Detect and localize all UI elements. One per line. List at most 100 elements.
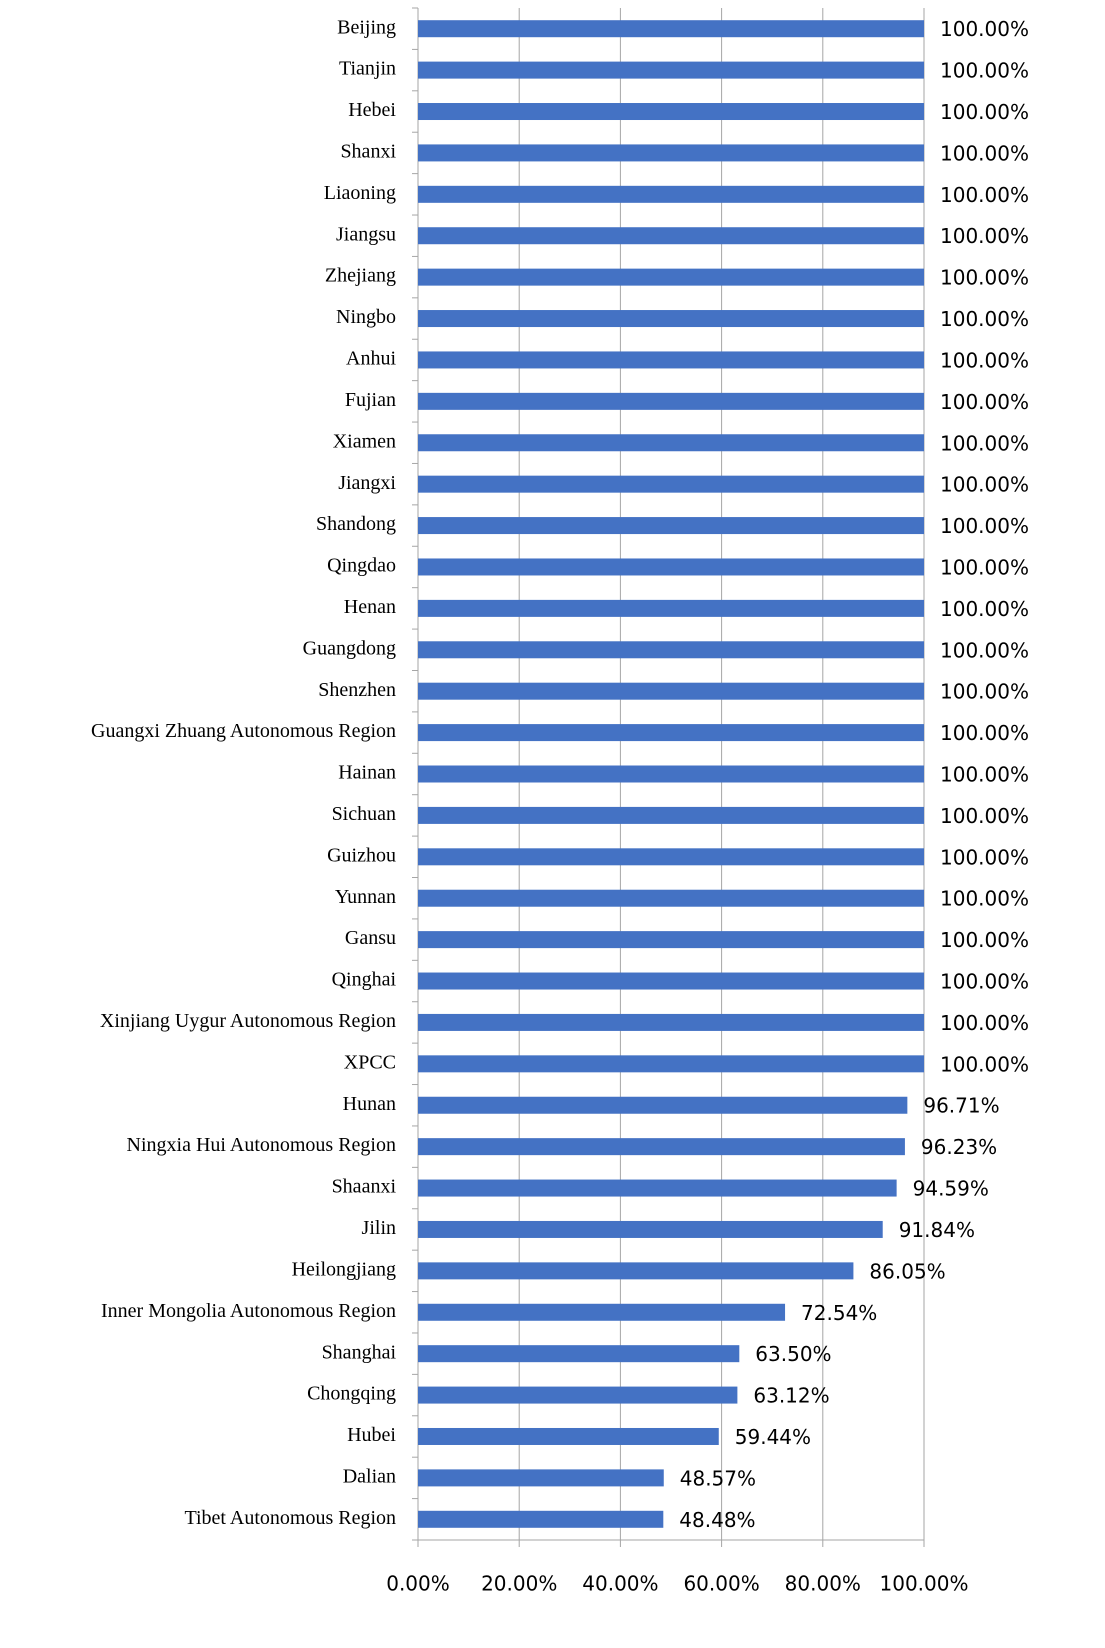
value-label: 100.00% xyxy=(940,845,1029,869)
value-label: 100.00% xyxy=(940,183,1029,207)
bar xyxy=(418,889,924,907)
y-tick-label: Fujian xyxy=(345,389,396,411)
value-label: 100.00% xyxy=(940,59,1029,83)
y-tick-label: Shandong xyxy=(316,513,396,535)
bar xyxy=(418,20,924,38)
y-tick-label: Hubei xyxy=(347,1424,396,1446)
value-label: 100.00% xyxy=(940,680,1029,704)
y-tick-label: Hebei xyxy=(348,99,396,121)
bar xyxy=(418,185,924,203)
bar xyxy=(418,972,924,990)
bar xyxy=(418,1469,664,1487)
y-tick-label: Xiamen xyxy=(333,430,396,452)
y-tick-label: Hunan xyxy=(343,1093,396,1115)
y-tick-label: Qinghai xyxy=(332,969,397,991)
value-label: 100.00% xyxy=(940,763,1029,787)
y-tick-label: Tibet Autonomous Region xyxy=(184,1507,396,1529)
value-label: 100.00% xyxy=(940,224,1029,248)
value-label: 100.00% xyxy=(940,970,1029,994)
y-tick-label: Tianjin xyxy=(339,58,396,80)
y-tick-label: Shanxi xyxy=(340,141,396,163)
bar xyxy=(418,1345,740,1363)
bar xyxy=(418,310,924,328)
bar xyxy=(418,1262,854,1280)
bar xyxy=(418,268,924,286)
y-tick-label: Shanghai xyxy=(322,1341,397,1363)
y-tick-label: Sichuan xyxy=(332,803,396,825)
value-label: 100.00% xyxy=(940,266,1029,290)
value-label: 100.00% xyxy=(940,887,1029,911)
y-tick-label: Jiangsu xyxy=(336,223,396,245)
value-label: 100.00% xyxy=(940,928,1029,952)
y-tick-label: Yunnan xyxy=(335,886,396,908)
bar xyxy=(418,1013,924,1031)
y-tick-label: Anhui xyxy=(346,348,396,370)
value-label: 100.00% xyxy=(940,100,1029,124)
y-tick-label: Inner Mongolia Autonomous Region xyxy=(101,1300,396,1322)
bar xyxy=(418,765,924,783)
x-tick-label: 0.00% xyxy=(386,1572,450,1596)
value-label: 59.44% xyxy=(735,1425,811,1449)
y-tick-label: Henan xyxy=(344,596,396,618)
y-tick-label: Hainan xyxy=(338,762,396,784)
y-tick-label: Liaoning xyxy=(324,182,396,204)
value-label: 48.57% xyxy=(680,1466,756,1490)
x-tick-label: 80.00% xyxy=(785,1572,861,1596)
y-tick-label: Dalian xyxy=(343,1465,396,1487)
y-tick-label: Ningbo xyxy=(336,306,396,328)
y-tick-label: Zhejiang xyxy=(325,265,396,287)
bar xyxy=(418,1303,786,1321)
value-label: 91.84% xyxy=(899,1218,975,1242)
bar xyxy=(418,682,924,700)
value-label: 100.00% xyxy=(940,1052,1029,1076)
bar xyxy=(418,599,924,617)
bar xyxy=(418,848,924,866)
value-label: 100.00% xyxy=(940,348,1029,372)
bar xyxy=(418,641,924,659)
y-tick-label: Jilin xyxy=(362,1217,396,1239)
value-label: 100.00% xyxy=(940,17,1029,41)
value-label: 100.00% xyxy=(940,1011,1029,1035)
value-label: 100.00% xyxy=(940,473,1029,497)
bar xyxy=(418,392,924,410)
x-tick-label: 60.00% xyxy=(683,1572,759,1596)
value-label: 96.71% xyxy=(923,1094,999,1118)
value-label: 100.00% xyxy=(940,597,1029,621)
value-label: 100.00% xyxy=(940,431,1029,455)
bar xyxy=(418,1220,883,1238)
bar xyxy=(418,227,924,245)
bar xyxy=(418,1096,908,1114)
value-label: 100.00% xyxy=(940,721,1029,745)
y-tick-label: Beijing xyxy=(337,16,396,38)
bar xyxy=(418,1510,664,1528)
value-label: 100.00% xyxy=(940,804,1029,828)
bar xyxy=(418,1138,905,1156)
x-tick-label: 100.00% xyxy=(880,1572,969,1596)
bar xyxy=(418,1427,719,1445)
value-label: 48.48% xyxy=(679,1508,755,1532)
bar xyxy=(418,1055,924,1073)
y-tick-label: Guizhou xyxy=(327,844,396,866)
y-tick-label: Qingdao xyxy=(327,555,396,577)
y-tick-label: Chongqing xyxy=(307,1383,396,1405)
value-label: 100.00% xyxy=(940,141,1029,165)
value-label: 96.23% xyxy=(921,1135,997,1159)
bar xyxy=(418,806,924,824)
x-tick-label: 40.00% xyxy=(582,1572,658,1596)
value-label: 100.00% xyxy=(940,514,1029,538)
y-tick-label: Heilongjiang xyxy=(292,1258,396,1280)
y-tick-label: Ningxia Hui Autonomous Region xyxy=(127,1134,396,1156)
value-label: 100.00% xyxy=(940,307,1029,331)
bar xyxy=(418,931,924,949)
value-label: 72.54% xyxy=(801,1301,877,1325)
value-label: 94.59% xyxy=(913,1177,989,1201)
bar xyxy=(418,724,924,742)
value-label: 86.05% xyxy=(869,1259,945,1283)
bar xyxy=(418,1386,738,1404)
y-tick-label: XPCC xyxy=(344,1051,396,1073)
value-label: 100.00% xyxy=(940,390,1029,414)
y-tick-label: Jiangxi xyxy=(338,472,396,494)
value-label: 63.12% xyxy=(753,1384,829,1408)
y-tick-label: Gansu xyxy=(345,927,396,949)
